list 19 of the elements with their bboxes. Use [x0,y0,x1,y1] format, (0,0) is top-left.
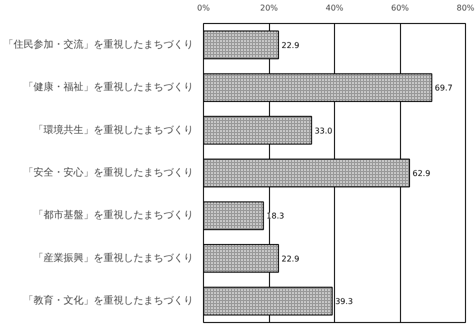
x-tick-label: 0% [197,4,210,12]
y-tick-label: 「都市基盤」を重視したまちづくり [34,209,194,222]
y-tick-label: 「産業振興」を重視したまちづくり [34,252,194,264]
data-label: 33.0 [314,126,332,136]
x-tick-label: 60% [391,4,410,12]
y-tick-label: 「住民参加・交流」を重視したまちづくり [4,38,194,50]
data-label: 22.9 [281,40,300,50]
y-tick-label: 「環境共生」を重視したまちづくり [34,124,194,136]
data-label: 39.3 [335,297,354,306]
x-tick-label: 80% [456,4,475,12]
x-tick-label: 20% [260,4,278,12]
y-tick-label: 「健康・福祉」を重視したまちづくり [24,81,194,94]
data-label: 62.9 [412,169,430,178]
y-tick-label: 「安全・安心」を重視したまちづくり [24,166,194,178]
data-label: 18.3 [266,212,284,221]
data-label: 22.9 [281,254,300,264]
data-label: 69.7 [434,84,453,93]
x-tick-label: 40% [326,4,344,12]
y-tick-label: 「教育・文化」を重視したまちづくり [24,294,194,307]
